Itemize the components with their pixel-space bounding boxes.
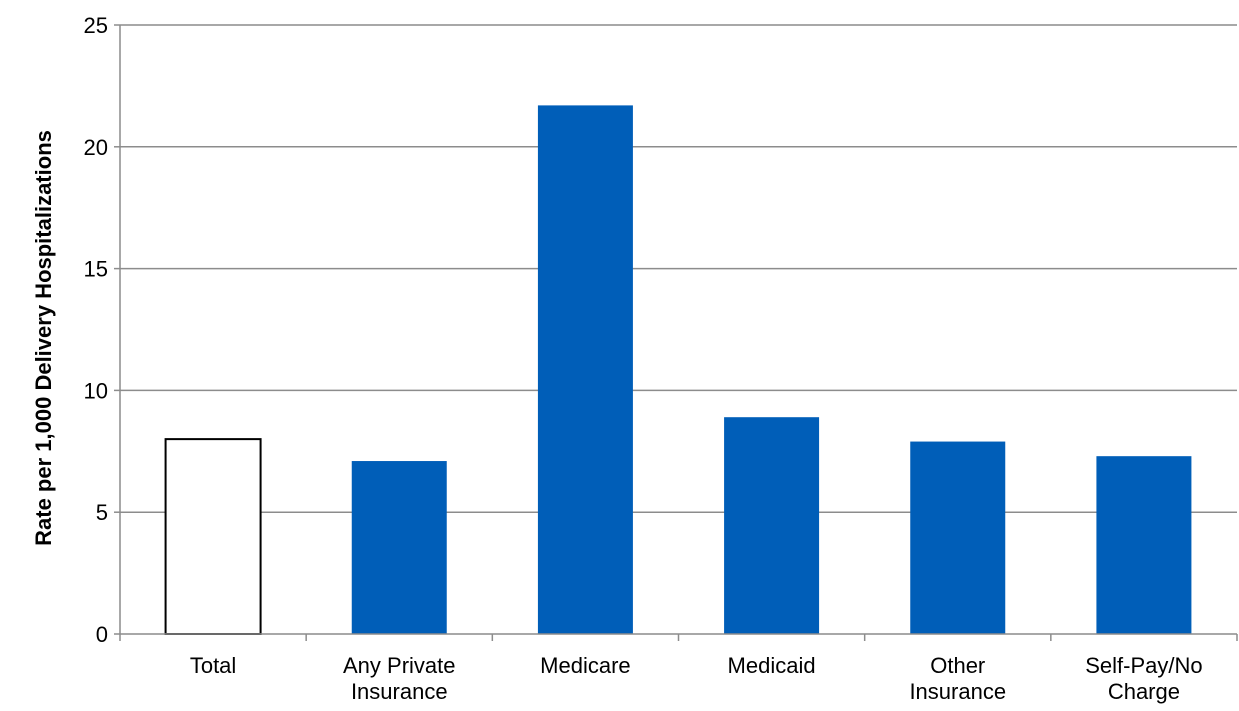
bar-0 bbox=[164, 438, 262, 635]
x-category-label-line: Total bbox=[190, 653, 236, 678]
y-tick-label: 0 bbox=[96, 622, 108, 647]
y-tick-label: 5 bbox=[96, 500, 108, 525]
bar-5 bbox=[1096, 456, 1192, 634]
x-category-label-line: Insurance bbox=[909, 679, 1006, 704]
bar-4 bbox=[910, 441, 1006, 634]
y-tick-label: 20 bbox=[84, 135, 108, 160]
x-category-label-line: Medicare bbox=[540, 653, 630, 678]
x-category-label: Medicare bbox=[540, 653, 630, 678]
x-category-label: Self-Pay/No Charge bbox=[1085, 653, 1202, 704]
x-category-label-line: Insurance bbox=[351, 679, 448, 704]
x-category-label: Other Insurance bbox=[909, 653, 1006, 704]
bar-2 bbox=[537, 105, 633, 634]
x-category-label: Total bbox=[190, 653, 236, 678]
bar-1 bbox=[351, 461, 447, 634]
x-category-label-line: Charge bbox=[1108, 679, 1180, 704]
bars bbox=[164, 105, 1192, 635]
y-tick-label: 15 bbox=[84, 257, 108, 282]
x-category-label: Any Private Insurance bbox=[343, 653, 456, 704]
x-category-label: Medicaid bbox=[728, 653, 816, 678]
y-tick-label: 25 bbox=[84, 13, 108, 38]
axes bbox=[114, 24, 1238, 641]
x-category-label-line: Other bbox=[930, 653, 985, 678]
gridlines bbox=[120, 24, 1237, 513]
y-tick-labels: 0 5 10 15 20 25 bbox=[84, 13, 108, 647]
x-category-label-line: Self-Pay/No bbox=[1085, 653, 1202, 678]
bar-3 bbox=[724, 417, 820, 634]
x-category-label-line: Medicaid bbox=[728, 653, 816, 678]
y-tick-label: 10 bbox=[84, 378, 108, 403]
x-category-label-line: Any Private bbox=[343, 653, 456, 678]
y-axis-title: Rate per 1,000 Delivery Hospitalizations bbox=[31, 130, 56, 546]
